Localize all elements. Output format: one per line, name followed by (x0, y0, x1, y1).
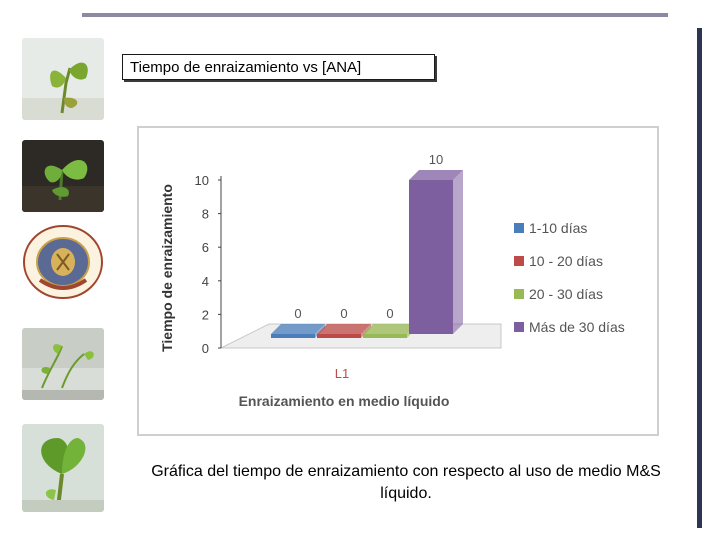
chart-caption: Gráfica del tiempo de enraizamiento con … (151, 463, 661, 502)
bar-0 (271, 334, 315, 338)
chart: 0 2 4 6 8 10 0 0 0 10 L1 Enraizamiento en medio líq… (137, 126, 659, 436)
legend-swatch-3 (514, 322, 524, 332)
y-axis-title: Tiempo de enraizamiento (159, 184, 175, 352)
right-rule (697, 28, 702, 528)
legend-label-0: 1-10 días (529, 220, 587, 236)
y-tick-label: 6 (202, 240, 209, 255)
plant-photo-1 (22, 38, 104, 120)
plant-photo-4 (22, 424, 104, 512)
plant-photo-2 (22, 140, 104, 212)
slide-title: Tiempo de enraizamiento vs [ANA] (122, 54, 435, 80)
bar-top-0 (271, 324, 325, 334)
university-logo (22, 224, 104, 300)
bar-3 (409, 180, 453, 334)
y-tick-label: 8 (202, 207, 209, 222)
legend-swatch-2 (514, 289, 524, 299)
top-rule (82, 13, 668, 17)
y-tick-label: 0 (202, 341, 209, 356)
bar-side-3 (453, 170, 463, 334)
chart-canvas: 0 2 4 6 8 10 0 0 0 10 L1 Enraizamiento en medio líq… (159, 152, 625, 409)
legend-label-2: 20 - 30 días (529, 286, 603, 302)
legend-label-1: 10 - 20 días (529, 253, 603, 269)
y-tick-label: 4 (202, 274, 209, 289)
x-category-label: L1 (335, 366, 349, 381)
x-axis-title: Enraizamiento en medio líquido (239, 393, 450, 409)
bar-top-3 (409, 170, 463, 180)
bar-1 (317, 334, 361, 338)
plant-photo-3 (22, 328, 104, 400)
bar-top-1 (317, 324, 371, 334)
data-label-2: 0 (386, 306, 393, 321)
legend-label-3: Más de 30 días (529, 319, 625, 335)
bar-2 (363, 334, 407, 338)
bar-top-2 (363, 324, 417, 334)
y-tick-label: 2 (202, 307, 209, 322)
y-tick-label: 10 (195, 173, 209, 188)
slide-title-text: Tiempo de enraizamiento vs [ANA] (130, 58, 362, 76)
data-label-0: 0 (294, 306, 301, 321)
legend-swatch-1 (514, 256, 524, 266)
legend-swatch-0 (514, 223, 524, 233)
data-label-3: 10 (429, 152, 443, 167)
data-label-1: 0 (340, 306, 347, 321)
